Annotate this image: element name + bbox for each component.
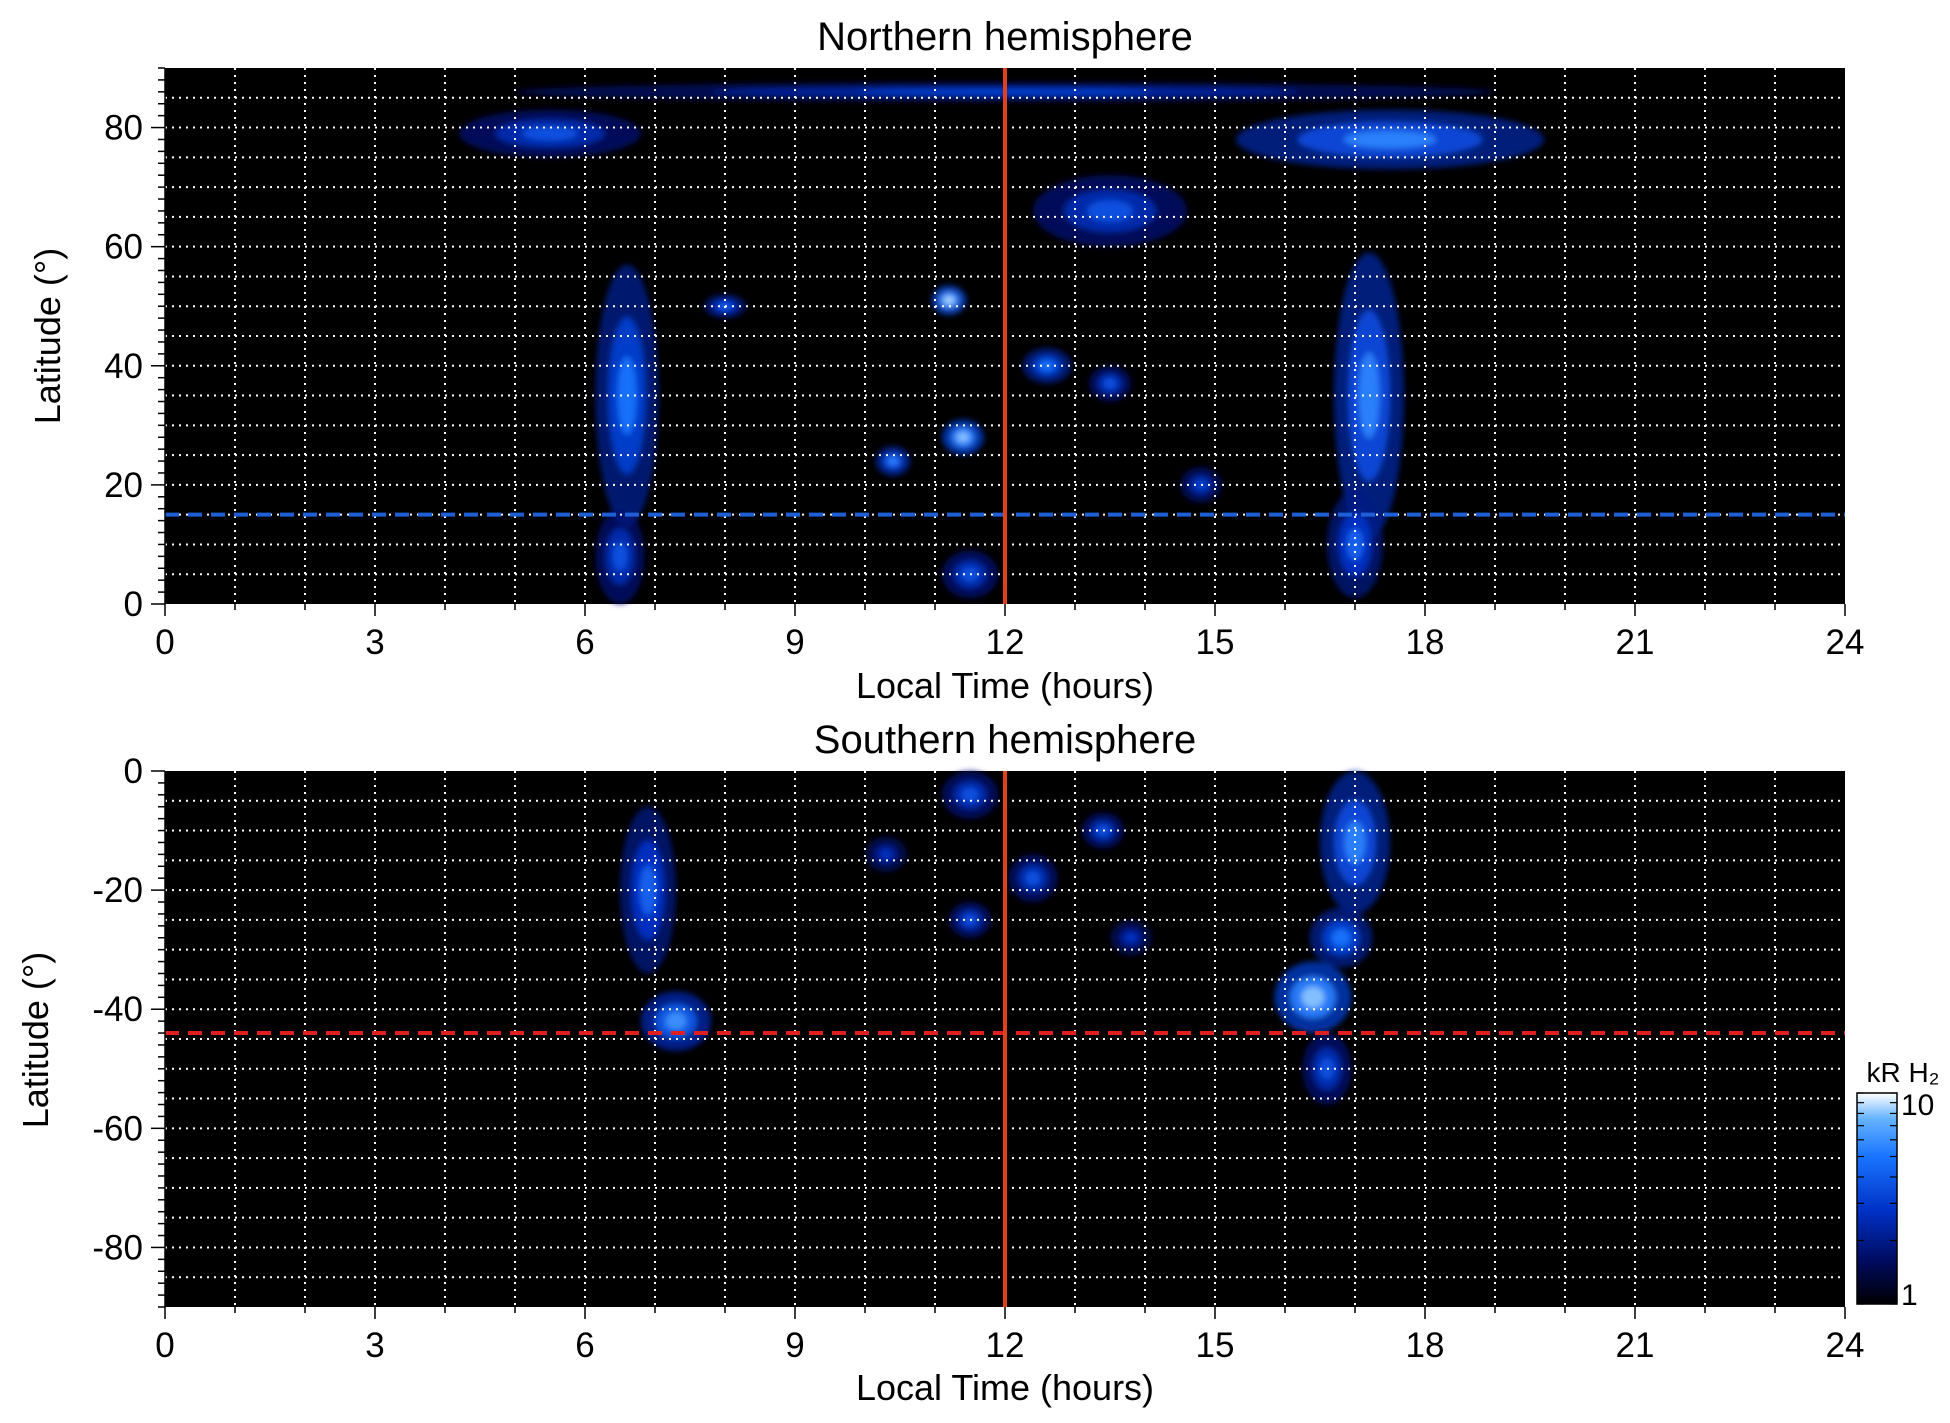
y-tick-label: 0 [124, 585, 143, 624]
panel-south-x-tick-labels: 0 3 6 9 12 15 18 21 24 [155, 1326, 1864, 1365]
panel-south-ticks [151, 770, 1846, 1319]
emission-region-patch-5 [879, 849, 893, 860]
panel-north-y-tick-labels: 0 20 40 60 80 [104, 109, 143, 624]
emission-region-patch-3 [887, 456, 899, 466]
emission-region-patch-2 [956, 431, 970, 443]
x-tick-label: 21 [1616, 1326, 1655, 1365]
x-tick-label: 0 [155, 1326, 174, 1365]
x-tick-label: 21 [1616, 623, 1655, 662]
x-tick-label: 18 [1406, 623, 1445, 662]
colorbar-label: kR H₂ [1866, 1057, 1939, 1088]
y-tick-label: -20 [92, 871, 143, 910]
colorbar: kR H₂ 10 1 [1856, 1057, 1940, 1312]
x-tick-label: 15 [1196, 623, 1235, 662]
x-tick-label: 3 [365, 623, 384, 662]
y-tick-label: 60 [104, 228, 143, 267]
colorbar-min-label: 1 [1901, 1279, 1918, 1312]
emission-region-patch-6 [1124, 932, 1138, 944]
emission-region-patch-1 [943, 295, 955, 305]
panel-north-y-axis-label: Latitude (°) [27, 248, 68, 424]
x-tick-label: 9 [785, 623, 804, 662]
emission-region-high-lat-morning [522, 126, 578, 141]
emission-region-dusk-band-mid [1331, 928, 1351, 947]
y-tick-label: 40 [104, 347, 143, 386]
y-tick-label: 80 [104, 109, 143, 148]
panel-north-ticks [151, 67, 1846, 616]
panel-south: Southern hemisphere 0 3 6 9 12 15 18 21 24 0 -20 -… [15, 718, 1864, 1408]
panel-south-y-axis-label: Latitude (°) [15, 952, 56, 1128]
x-tick-label: 15 [1196, 1326, 1235, 1365]
panel-north-emission [459, 82, 1544, 604]
emission-region-patch-1 [961, 787, 979, 802]
x-tick-label: 6 [575, 623, 594, 662]
panel-south-x-axis-label: Local Time (hours) [856, 1367, 1154, 1408]
panel-north-title: Northern hemisphere [817, 15, 1193, 59]
panel-south-y-tick-labels: 0 -20 -40 -60 -80 [92, 752, 143, 1267]
emission-region-noon-arc [1086, 200, 1134, 222]
panel-south-title: Southern hemisphere [814, 718, 1196, 762]
x-tick-label: 6 [575, 1326, 594, 1365]
colorbar-gradient [1856, 1092, 1898, 1305]
x-tick-label: 0 [155, 623, 174, 662]
x-tick-label: 24 [1826, 1326, 1865, 1365]
emission-region-high-lat-afternoon [1343, 130, 1437, 149]
y-tick-label: -40 [92, 990, 143, 1029]
x-tick-label: 24 [1826, 623, 1865, 662]
colorbar-max-label: 10 [1901, 1089, 1934, 1122]
emission-region-patch-2 [1025, 871, 1041, 886]
y-tick-label: 20 [104, 466, 143, 505]
panel-north: Northern hemisphere 0 3 6 9 12 15 18 21 24 0 20 40… [27, 15, 1864, 706]
x-tick-label: 9 [785, 1326, 804, 1365]
emission-region-dawn-band-south [665, 1012, 687, 1031]
y-tick-label: -80 [92, 1228, 143, 1267]
y-tick-label: 0 [124, 752, 143, 791]
x-tick-label: 18 [1406, 1326, 1445, 1365]
y-tick-label: -60 [92, 1109, 143, 1148]
colorbar-ticks [1857, 1092, 1897, 1305]
x-tick-label: 12 [986, 623, 1025, 662]
emission-region-dusk-band-south [1301, 986, 1325, 1009]
x-tick-label: 12 [986, 1326, 1025, 1365]
emission-region-dawn-band-low [612, 542, 628, 571]
emission-region-patch-5 [1103, 378, 1117, 390]
panel-north-x-axis-label: Local Time (hours) [856, 665, 1154, 706]
x-tick-label: 3 [365, 1326, 384, 1365]
panel-north-x-tick-labels: 0 3 6 9 12 15 18 21 24 [155, 623, 1864, 662]
